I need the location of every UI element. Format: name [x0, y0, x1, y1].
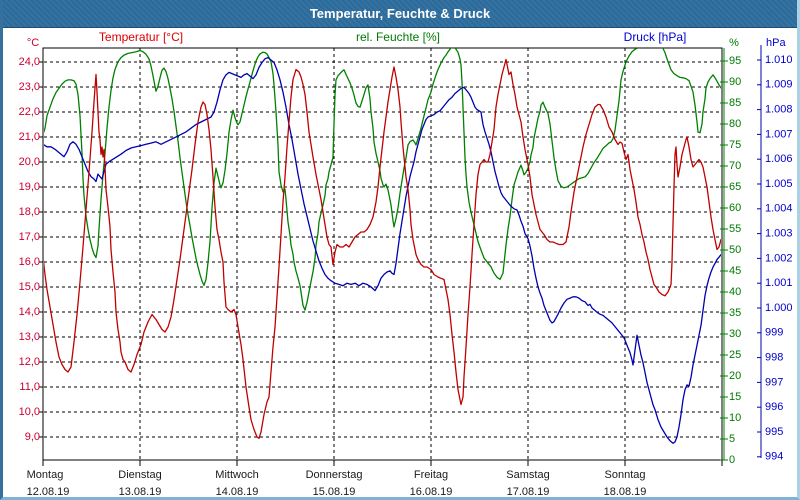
pressure-axis-tick-label: 1.005 — [765, 178, 793, 190]
day-date-label: 17.08.19 — [507, 486, 550, 498]
humidity-axis-tick-label: 80 — [729, 118, 741, 130]
temperature-series-line — [44, 58, 721, 439]
humidity-axis-tick-label: 20 — [729, 370, 741, 382]
humidity-axis-tick-label: 40 — [729, 286, 741, 298]
pressure-axis-tick-label: 995 — [765, 426, 783, 438]
humidity-axis-tick-label: 5 — [729, 433, 735, 445]
humidity-axis-tick-label: 25 — [729, 349, 741, 361]
day-date-label: 15.08.19 — [313, 486, 356, 498]
pressure-axis-tick-label: 996 — [765, 401, 783, 413]
temp-axis-tick-label: 21,0 — [19, 131, 40, 143]
title-bar: Temperatur, Feuchte & Druck — [3, 0, 797, 28]
temp-axis-tick-label: 15,0 — [19, 281, 40, 293]
pressure-axis-tick-label: 999 — [765, 327, 783, 339]
temp-axis-tick-label: 10,0 — [19, 406, 40, 418]
pressure-header: Druck [hPa] — [623, 30, 687, 44]
day-name-label: Montag — [27, 469, 64, 481]
day-name-label: Donnerstag — [306, 469, 363, 481]
pressure-axis-tick-label: 1.007 — [765, 128, 793, 140]
humidity-unit-label: % — [729, 37, 739, 49]
humidity-axis-tick-label: 45 — [729, 265, 741, 277]
temp-axis-tick-label: 19,0 — [19, 181, 40, 193]
temp-axis-tick-label: 22,0 — [19, 106, 40, 118]
humidity-axis-tick-label: 50 — [729, 244, 741, 256]
pressure-axis-tick-label: 998 — [765, 352, 783, 364]
temperature-header: Temperatur [°C] — [98, 30, 184, 44]
day-date-label: 13.08.19 — [119, 486, 162, 498]
humidity-axis-tick-label: 0 — [729, 454, 735, 466]
humidity-axis-tick-label: 65 — [729, 181, 741, 193]
chart-canvas: °C 24,0 23,0 22,0 21,0 20,0 19,0 18,0 17,0 16,0 15… — [19, 37, 793, 498]
humidity-axis-tick-label: 55 — [729, 223, 741, 235]
pressure-axis-tick-label: 1.004 — [765, 203, 793, 215]
temp-axis-tick-label: 23,0 — [19, 81, 40, 93]
window-title: Temperatur, Feuchte & Druck — [309, 6, 491, 21]
humidity-axis-tick-label: 75 — [729, 139, 741, 151]
humidity-axis-tick-label: 35 — [729, 307, 741, 319]
day-name-label: Sonntag — [605, 469, 646, 481]
pressure-axis-tick-label: 1.009 — [765, 79, 793, 91]
temp-axis-tick-label: 14,0 — [19, 306, 40, 318]
pressure-axis-tick-label: 1.006 — [765, 153, 793, 165]
day-name-label: Dienstag — [118, 469, 161, 481]
day-date-label: 18.08.19 — [604, 486, 647, 498]
temp-axis-tick-label: 13,0 — [19, 331, 40, 343]
day-date-label: 16.08.19 — [410, 486, 453, 498]
pressure-axis-tick-label: 1.010 — [765, 54, 793, 66]
temp-axis-tick-label: 12,0 — [19, 356, 40, 368]
pressure-axis-tick-label: 997 — [765, 376, 783, 388]
humidity-header: rel. Feuchte [%] — [355, 30, 441, 44]
humidity-series-line — [44, 48, 721, 311]
pressure-axis-tick-label: 1.001 — [765, 277, 793, 289]
humidity-axis-tick-label: 15 — [729, 391, 741, 403]
day-date-label: 12.08.19 — [27, 486, 70, 498]
humidity-axis-tick-label: 95 — [729, 55, 741, 67]
pressure-axis-tick-label: 1.000 — [765, 302, 793, 314]
temp-axis-tick-label: 17,0 — [19, 231, 40, 243]
humidity-axis-tick-label: 90 — [729, 76, 741, 88]
pressure-axis-tick-label: 1.008 — [765, 104, 793, 116]
day-name-label: Freitag — [414, 469, 448, 481]
day-name-label: Mittwoch — [215, 469, 258, 481]
humidity-axis-tick-label: 70 — [729, 160, 741, 172]
pressure-axis-tick-label: 994 — [765, 451, 783, 463]
temp-axis-tick-label: 16,0 — [19, 256, 40, 268]
day-name-label: Samstag — [506, 469, 549, 481]
temp-axis-tick-label: 11,0 — [19, 381, 40, 393]
pressure-series-line — [44, 56, 721, 444]
day-date-label: 14.08.19 — [216, 486, 259, 498]
humidity-axis-tick-label: 60 — [729, 202, 741, 214]
humidity-axis-tick-label: 85 — [729, 97, 741, 109]
plot-border — [42, 47, 723, 461]
pressure-axis-tick-label: 1.002 — [765, 252, 793, 264]
pressure-axis-tick-label: 1.003 — [765, 228, 793, 240]
temp-axis-tick-label: 20,0 — [19, 156, 40, 168]
humidity-axis-tick-label: 30 — [729, 328, 741, 340]
temp-axis-tick-label: 24,0 — [19, 56, 40, 68]
temp-axis-tick-label: 18,0 — [19, 206, 40, 218]
pressure-unit-label: hPa — [766, 37, 786, 49]
humidity-axis-tick-label: 10 — [729, 412, 741, 424]
temp-axis-tick-label: 9,0 — [25, 431, 40, 443]
temp-unit-label: °C — [27, 37, 39, 49]
